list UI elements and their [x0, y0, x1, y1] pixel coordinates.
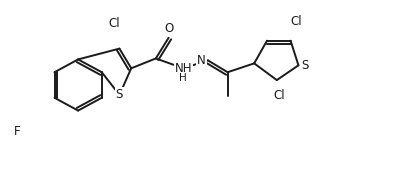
Text: F: F [14, 125, 21, 138]
Text: H: H [180, 73, 187, 83]
Text: N: N [197, 54, 206, 67]
Text: Cl: Cl [273, 89, 284, 102]
Text: S: S [116, 88, 123, 101]
Text: O: O [164, 22, 173, 35]
Text: Cl: Cl [109, 16, 120, 30]
Text: S: S [302, 59, 309, 72]
Text: Cl: Cl [291, 15, 302, 28]
Text: NH: NH [175, 62, 192, 75]
